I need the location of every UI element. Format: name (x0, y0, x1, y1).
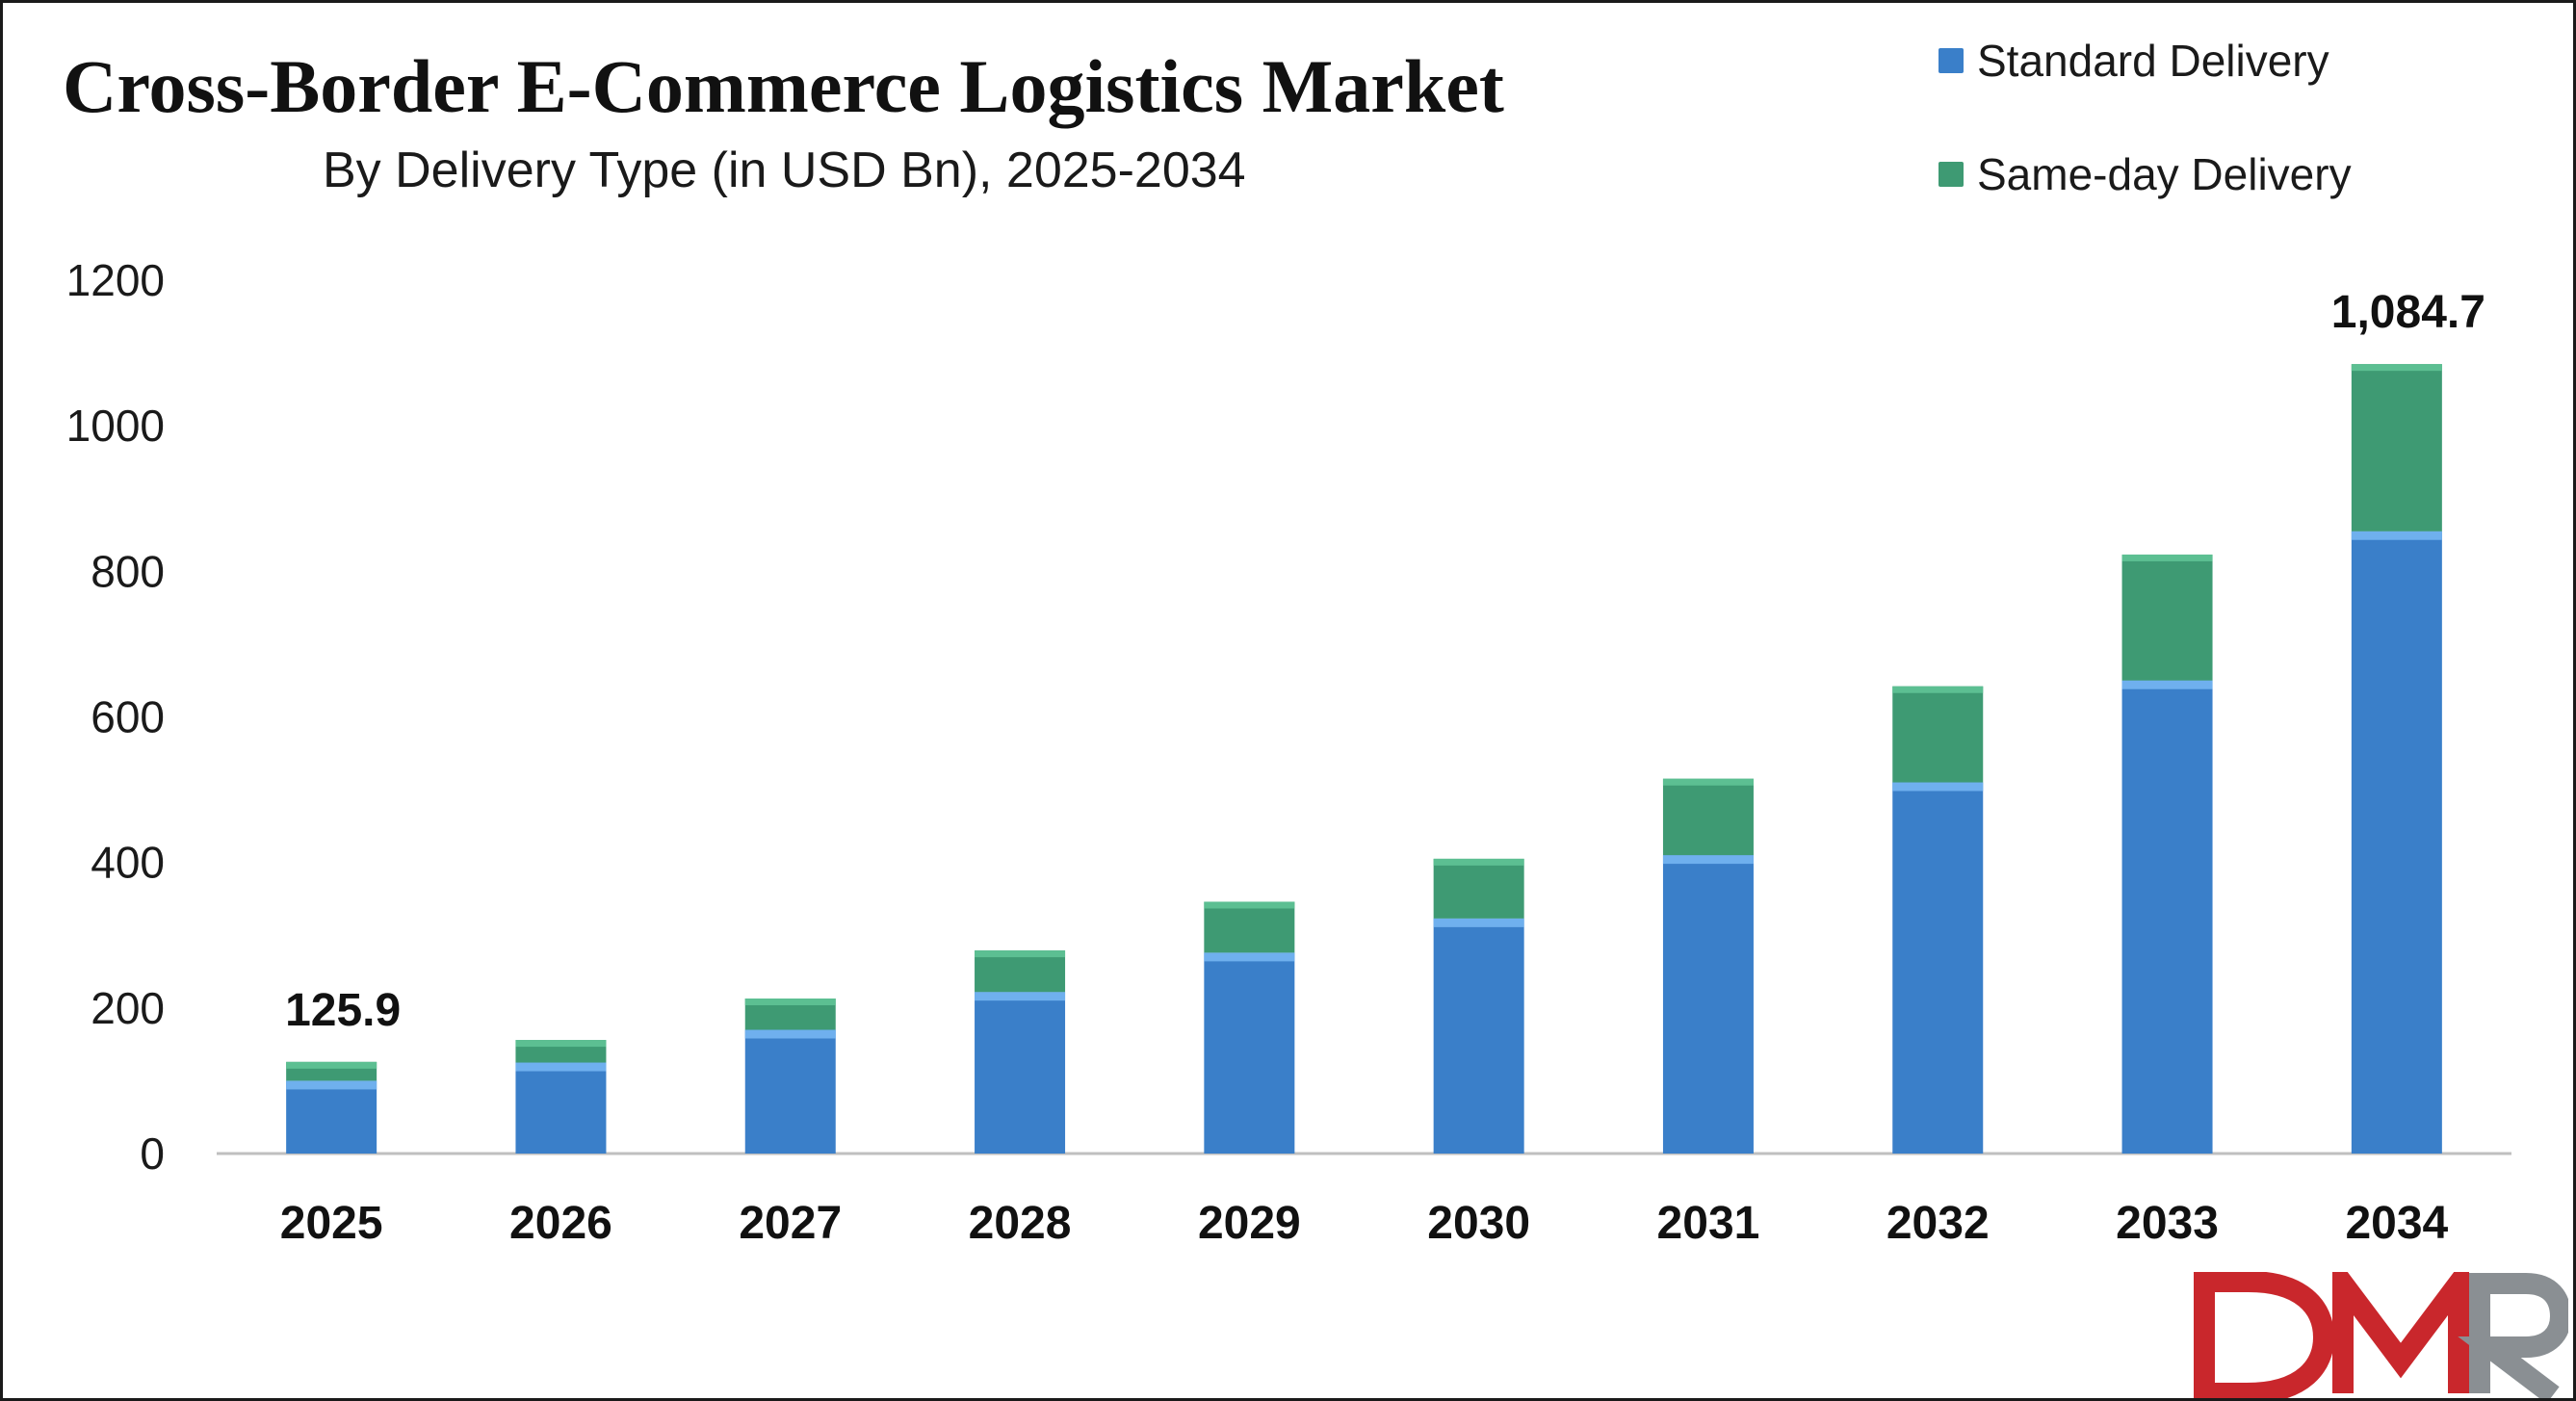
bar-standard-delivery-highlight (2121, 680, 2213, 689)
bar-standard-delivery-highlight (2351, 531, 2442, 540)
y-tick-label: 800 (91, 546, 165, 596)
x-tick-label: 2032 (1886, 1198, 1990, 1249)
x-tick-label: 2029 (1198, 1198, 1301, 1249)
bar-same-day-delivery-highlight (1433, 858, 1524, 866)
bar-standard-delivery (1433, 918, 1524, 1154)
bar-same-day-delivery-highlight (975, 950, 1066, 958)
bar-standard-delivery (1204, 952, 1295, 1154)
bar-same-day-delivery-highlight (744, 999, 836, 1006)
x-tick-label: 2033 (2116, 1198, 2219, 1249)
legend-item-same-day: Same-day Delivery (1939, 145, 2352, 203)
bar-same-day-delivery-highlight (2121, 554, 2213, 561)
bar-standard-delivery (286, 1080, 377, 1154)
bar-same-day-delivery-highlight (1662, 778, 1754, 786)
data-label: 1,084.7 (2331, 287, 2485, 338)
y-tick-label: 0 (140, 1129, 165, 1179)
bar-same-day-delivery (1433, 858, 1524, 919)
legend-label-same-day: Same-day Delivery (1977, 149, 2352, 199)
bar-standard-delivery-highlight (286, 1080, 377, 1090)
x-tick-label: 2030 (1427, 1198, 1530, 1249)
data-label: 125.9 (285, 985, 401, 1036)
y-tick-label: 1000 (66, 401, 165, 451)
bar-standard-delivery-highlight (744, 1029, 836, 1039)
x-tick-label: 2026 (509, 1198, 612, 1249)
bar-standard-delivery-highlight (1433, 918, 1524, 927)
bar-same-day-delivery-highlight (1204, 901, 1295, 909)
bar-standard-delivery-highlight (1204, 952, 1295, 962)
bar-standard-delivery-highlight (1662, 855, 1754, 865)
y-tick-label: 200 (91, 983, 165, 1033)
bar-same-day-delivery (2351, 364, 2442, 532)
chart-subtitle: By Delivery Type (in USD Bn), 2025-2034 (323, 143, 1246, 198)
legend-swatch-standard (1939, 48, 1964, 73)
chart-title: Cross-Border E-Commerce Logistics Market (63, 44, 1504, 128)
bar-same-day-delivery-highlight (515, 1040, 607, 1048)
bar-same-day-delivery-highlight (2351, 364, 2442, 372)
legend: Standard Delivery Same-day Delivery (1939, 32, 2352, 259)
x-tick-label: 2031 (1657, 1198, 1760, 1249)
bar-same-day-delivery-highlight (286, 1061, 377, 1069)
y-tick-label: 600 (91, 692, 165, 742)
legend-swatch-same-day (1939, 162, 1964, 187)
bar-standard-delivery-highlight (975, 992, 1066, 1001)
bar-standard-delivery (2121, 680, 2213, 1154)
x-tick-label: 2027 (739, 1198, 842, 1249)
bar-standard-delivery (975, 992, 1066, 1154)
bar-standard-delivery-highlight (1892, 782, 1984, 791)
x-tick-label: 2025 (280, 1198, 383, 1249)
x-tick-label: 2034 (2345, 1198, 2448, 1249)
bar-same-day-delivery-highlight (1892, 686, 1984, 693)
bar-standard-delivery (2351, 531, 2442, 1154)
bar-standard-delivery (744, 1029, 836, 1154)
bar-same-day-delivery (1204, 901, 1295, 953)
bar-same-day-delivery (1662, 778, 1754, 856)
legend-item-standard: Standard Delivery (1939, 32, 2352, 90)
bar-standard-delivery (515, 1062, 607, 1154)
bar-chart: 0 200 400 600 800 1000 1200 2025 2026 2027 2028 202… (66, 255, 2511, 1249)
bar-standard-delivery (1662, 855, 1754, 1154)
dmr-logo (2194, 1272, 2568, 1398)
bar-same-day-delivery (2121, 554, 2213, 681)
bar-same-day-delivery (1892, 686, 1984, 783)
y-tick-label: 1200 (66, 255, 165, 305)
bar-same-day-delivery (975, 950, 1066, 993)
bar-standard-delivery (1892, 782, 1984, 1154)
bar-standard-delivery-highlight (515, 1062, 607, 1072)
x-tick-label: 2028 (969, 1198, 1072, 1249)
y-tick-label: 400 (91, 838, 165, 888)
legend-label-standard: Standard Delivery (1977, 36, 2329, 86)
